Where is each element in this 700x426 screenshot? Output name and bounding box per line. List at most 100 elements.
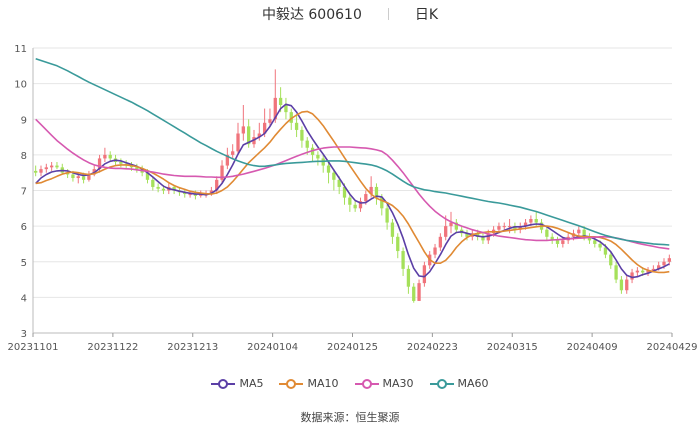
candle-body [449,222,453,227]
candle-body [353,204,357,209]
candle [135,163,139,173]
legend-label: MA10 [307,377,339,390]
candle [667,254,671,266]
candle [321,154,325,173]
legend-item-ma60[interactable]: MA60 [429,377,489,390]
candle [465,229,469,241]
x-tick-label: 20240315 [487,342,538,353]
candle [151,176,155,191]
candle-body [332,172,336,180]
candle-body [305,140,309,148]
candle-body [247,126,251,145]
candle-body [231,151,235,155]
candle-body [369,186,373,195]
candle-body [97,158,102,170]
data-source: 数据来源：恒生聚源 [0,409,700,425]
candle [215,176,219,195]
y-tick-label: 11 [14,44,27,55]
candle-body [603,247,608,255]
candle-body [609,254,613,266]
series-line-ma30 [35,118,670,250]
x-axis: 20231101 20231122 20231213 20240104 20240125… [8,333,698,353]
candle-body [199,194,203,196]
candle [609,251,613,269]
legend-label: MA30 [382,377,414,390]
candle-body [475,233,480,237]
y-tick-label: 6 [21,222,27,233]
candle-body [518,226,522,230]
candle-body [385,208,389,223]
x-tick-label: 20240409 [567,342,618,353]
candle [273,69,277,123]
series-line-ma60 [35,57,670,246]
header-divider [387,8,389,20]
candle-body [380,197,384,209]
candle [614,261,618,284]
legend: MA5 MA10 MA30 MA60 [0,377,700,393]
candle-body [444,226,448,237]
candle [332,169,336,191]
candle [550,233,554,244]
candle [294,115,299,138]
candlesticks [34,69,671,303]
candle [55,162,59,170]
candle [358,197,363,212]
candle-body [108,154,112,159]
legend-marker-icon [279,378,304,389]
legend-marker-icon [354,378,379,389]
legend-marker-icon [211,378,236,389]
x-tick-label: 20240104 [247,342,298,353]
legend-item-ma10[interactable]: MA10 [279,377,339,390]
candle-body [545,229,549,237]
candle-body [294,122,299,130]
candle [513,222,517,234]
candle-body [241,126,245,134]
candle [97,154,102,173]
series-line-ma10 [35,110,670,274]
candle-body [630,272,634,280]
candle [44,163,48,173]
period-label[interactable]: 日K [414,7,439,23]
candle [87,170,91,182]
candle [481,233,485,244]
candle-body [273,97,277,120]
candle-body [582,229,586,237]
x-tick-label: 20231101 [8,342,59,353]
candle [39,165,43,177]
candle-body [129,165,134,168]
candle-body [262,122,267,134]
candle-body [215,179,219,191]
candle-body [55,165,59,168]
legend-item-ma5[interactable]: MA5 [211,377,263,390]
candle-body [284,105,288,113]
candle-body [103,154,107,159]
candle [587,233,592,244]
candle [316,151,320,166]
candle [385,204,389,230]
candle-body [34,170,38,173]
candle [348,194,352,212]
candle-body [651,268,656,271]
legend-item-ma30[interactable]: MA30 [354,377,414,390]
candle-body [401,251,405,269]
candle [406,265,411,294]
candle-body [39,169,43,173]
candle-body [65,172,70,175]
candle-body [635,270,640,273]
candle-body [337,179,341,187]
candle [268,108,272,127]
candle [156,183,160,193]
source-label: 数据来源： [300,411,356,424]
candle-body [364,194,368,202]
candle-body [412,286,416,301]
x-tick-label: 20240429 [647,342,698,353]
y-tick-label: 3 [21,329,27,340]
candle-body [513,226,517,230]
chart-title: 中毅达 600610 [261,7,362,23]
candle [225,147,230,170]
candle-body [44,167,48,170]
candle-body [454,222,458,230]
candle-body [657,265,661,269]
candle [635,267,640,276]
candle-body [641,270,645,273]
